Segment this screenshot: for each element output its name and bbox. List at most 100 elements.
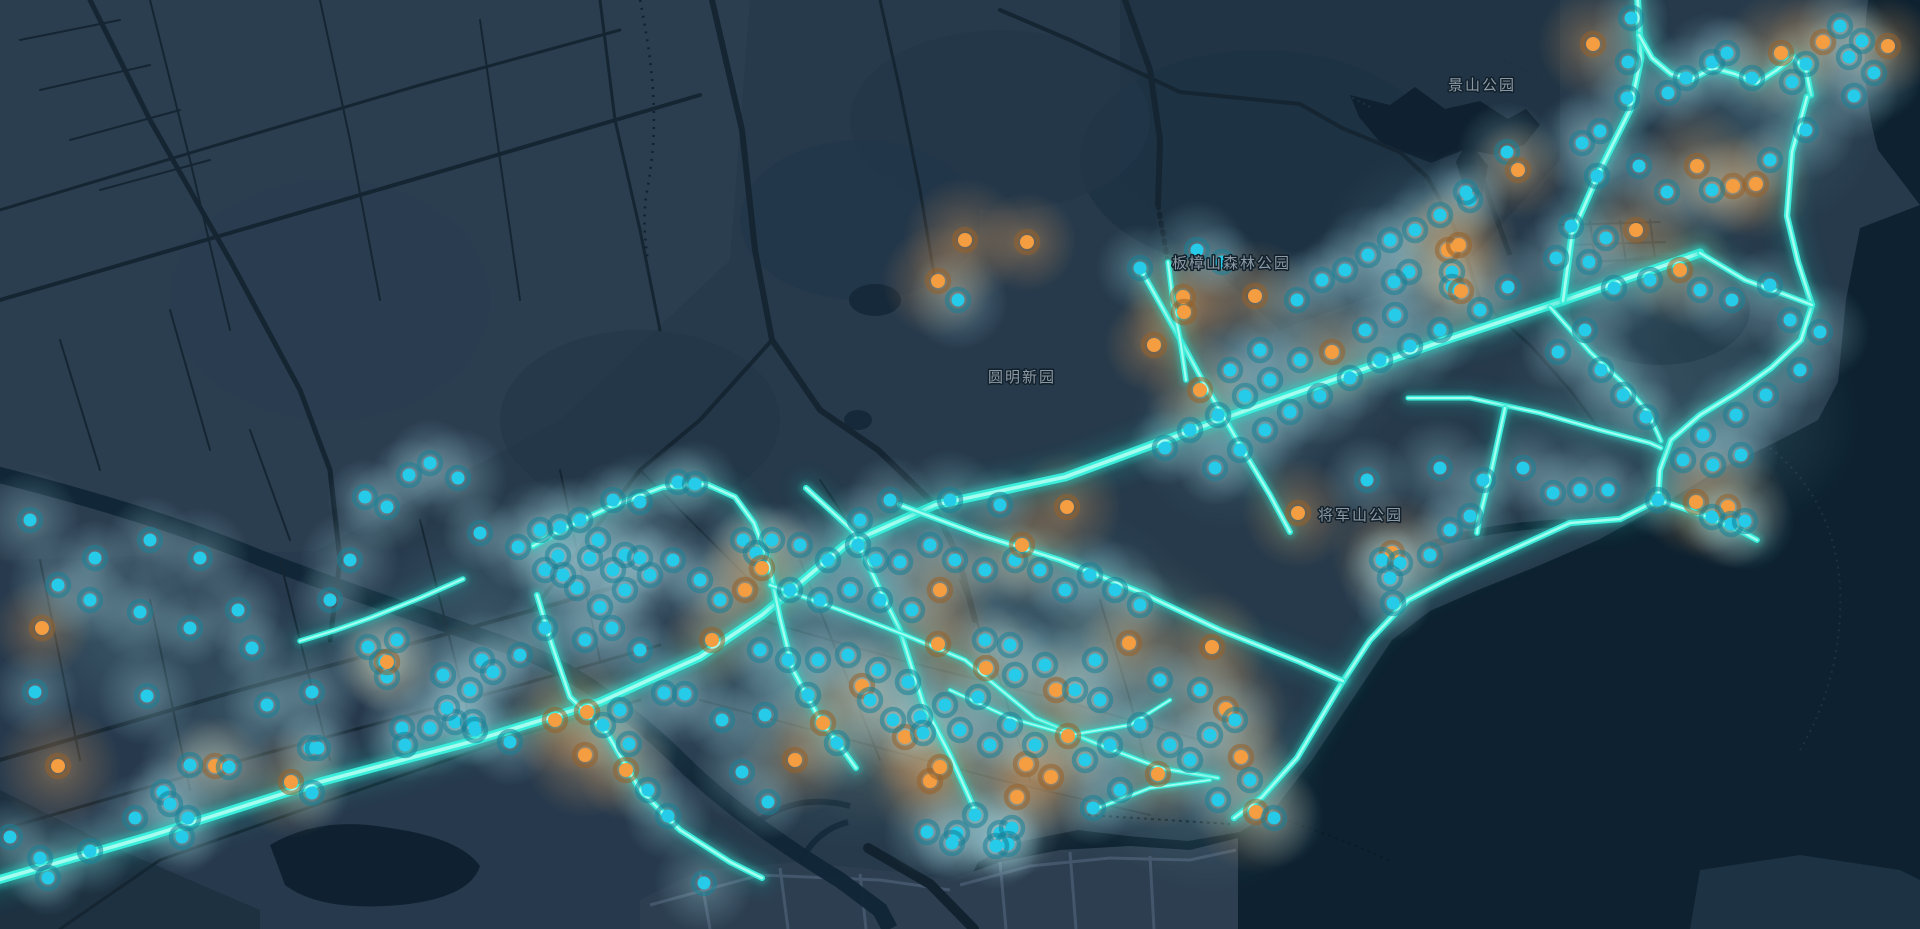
station-marker-cyan[interactable] bbox=[1086, 686, 1114, 714]
station-marker-cyan[interactable] bbox=[834, 641, 862, 669]
station-marker-cyan[interactable] bbox=[44, 571, 72, 599]
station-marker-cyan[interactable] bbox=[526, 516, 554, 544]
route-line-east-loop-coast[interactable] bbox=[1220, 83, 1826, 832]
station-marker-cyan[interactable] bbox=[186, 544, 214, 572]
station-marker-cyan[interactable] bbox=[383, 626, 411, 654]
station-marker-cyan[interactable] bbox=[1379, 589, 1407, 617]
station-marker-cyan[interactable] bbox=[136, 526, 164, 554]
station-marker-cyan[interactable] bbox=[1587, 356, 1615, 384]
station-marker-cyan[interactable] bbox=[1592, 224, 1620, 252]
station-marker-orange[interactable] bbox=[28, 614, 56, 642]
station-marker-orange[interactable] bbox=[612, 756, 640, 784]
station-marker-cyan[interactable] bbox=[34, 864, 62, 892]
station-marker-cyan[interactable] bbox=[1456, 502, 1484, 530]
station-marker-cyan[interactable] bbox=[1625, 152, 1653, 180]
station-marker-cyan[interactable] bbox=[0, 823, 24, 851]
station-marker-cyan[interactable] bbox=[1031, 651, 1059, 679]
route-line-west-spur[interactable] bbox=[288, 567, 475, 653]
station-marker-cyan[interactable] bbox=[611, 576, 639, 604]
station-marker-cyan[interactable] bbox=[1494, 273, 1522, 301]
station-marker-cyan[interactable] bbox=[758, 526, 786, 554]
station-marker-orange[interactable] bbox=[541, 706, 569, 734]
station-marker-cyan[interactable] bbox=[1351, 316, 1379, 344]
station-marker-cyan[interactable] bbox=[626, 636, 654, 664]
station-marker-cyan[interactable] bbox=[388, 714, 416, 742]
station-marker-cyan[interactable] bbox=[1416, 541, 1444, 569]
station-marker-cyan[interactable] bbox=[708, 706, 736, 734]
station-marker-orange[interactable] bbox=[573, 698, 601, 726]
station-marker-orange[interactable] bbox=[1241, 282, 1269, 310]
station-marker-orange[interactable] bbox=[1622, 216, 1650, 244]
station-marker-cyan[interactable] bbox=[76, 586, 104, 614]
station-marker-cyan[interactable] bbox=[961, 801, 989, 829]
station-marker-cyan[interactable] bbox=[690, 869, 718, 897]
station-marker-orange[interactable] bbox=[1318, 338, 1346, 366]
station-marker-cyan[interactable] bbox=[1331, 256, 1359, 284]
station-marker-cyan[interactable] bbox=[1752, 381, 1780, 409]
station-marker-cyan[interactable] bbox=[1236, 766, 1264, 794]
station-marker-cyan[interactable] bbox=[1632, 403, 1660, 431]
station-marker-cyan[interactable] bbox=[496, 728, 524, 756]
station-marker-orange[interactable] bbox=[1140, 331, 1168, 359]
station-marker-cyan[interactable] bbox=[298, 779, 326, 807]
station-marker-cyan[interactable] bbox=[1101, 576, 1129, 604]
station-marker-cyan[interactable] bbox=[1201, 454, 1229, 482]
station-marker-cyan[interactable] bbox=[336, 546, 364, 574]
station-marker-cyan[interactable] bbox=[316, 586, 344, 614]
station-marker-cyan[interactable] bbox=[563, 574, 591, 602]
station-marker-cyan[interactable] bbox=[21, 678, 49, 706]
station-marker-cyan[interactable] bbox=[571, 626, 599, 654]
station-marker-cyan[interactable] bbox=[1051, 576, 1079, 604]
station-marker-cyan[interactable] bbox=[1081, 646, 1109, 674]
station-marker-cyan[interactable] bbox=[706, 586, 734, 614]
station-marker-cyan[interactable] bbox=[1669, 446, 1697, 474]
station-marker-cyan[interactable] bbox=[996, 711, 1024, 739]
station-marker-orange[interactable] bbox=[1742, 170, 1770, 198]
station-marker-cyan[interactable] bbox=[1426, 454, 1454, 482]
station-marker-cyan[interactable] bbox=[654, 802, 682, 830]
station-marker-cyan[interactable] bbox=[776, 576, 804, 604]
station-marker-orange[interactable] bbox=[1198, 633, 1226, 661]
station-marker-cyan[interactable] bbox=[1176, 746, 1204, 774]
station-marker-cyan[interactable] bbox=[531, 556, 559, 584]
station-marker-cyan[interactable] bbox=[1756, 146, 1784, 174]
station-marker-cyan[interactable] bbox=[1354, 241, 1382, 269]
station-marker-cyan[interactable] bbox=[1672, 64, 1700, 92]
station-marker-cyan[interactable] bbox=[659, 546, 687, 574]
station-marker-orange[interactable] bbox=[924, 267, 952, 295]
station-marker-cyan[interactable] bbox=[1353, 466, 1381, 494]
station-marker-cyan[interactable] bbox=[894, 668, 922, 696]
station-marker-cyan[interactable] bbox=[1756, 271, 1784, 299]
station-marker-cyan[interactable] bbox=[1376, 564, 1404, 592]
station-marker-cyan[interactable] bbox=[506, 641, 534, 669]
station-marker-cyan[interactable] bbox=[586, 593, 614, 621]
station-marker-cyan[interactable] bbox=[913, 818, 941, 846]
station-marker-cyan[interactable] bbox=[751, 701, 779, 729]
station-marker-orange[interactable] bbox=[1042, 676, 1070, 704]
station-marker-cyan[interactable] bbox=[1061, 676, 1089, 704]
station-marker-orange[interactable] bbox=[1054, 722, 1082, 750]
station-marker-cyan[interactable] bbox=[168, 823, 196, 851]
station-marker-cyan[interactable] bbox=[1208, 248, 1236, 276]
station-marker-cyan[interactable] bbox=[754, 788, 782, 816]
station-marker-cyan[interactable] bbox=[461, 716, 489, 744]
station-marker-cyan[interactable] bbox=[1722, 401, 1750, 429]
station-marker-orange[interactable] bbox=[951, 226, 979, 254]
station-marker-orange[interactable] bbox=[891, 723, 919, 751]
station-marker-cyan[interactable] bbox=[1613, 84, 1641, 112]
station-marker-cyan[interactable] bbox=[1246, 336, 1274, 364]
station-marker-cyan[interactable] bbox=[176, 614, 204, 642]
station-marker-cyan[interactable] bbox=[351, 483, 379, 511]
station-marker-cyan[interactable] bbox=[433, 694, 461, 722]
station-marker-cyan[interactable] bbox=[1689, 421, 1717, 449]
station-marker-cyan[interactable] bbox=[1571, 316, 1599, 344]
station-marker-cyan[interactable] bbox=[1079, 794, 1107, 822]
station-marker-cyan[interactable] bbox=[1306, 382, 1334, 410]
station-marker-cyan[interactable] bbox=[238, 634, 266, 662]
station-marker-cyan[interactable] bbox=[916, 531, 944, 559]
station-marker-cyan[interactable] bbox=[1792, 116, 1820, 144]
station-marker-orange[interactable] bbox=[809, 709, 837, 737]
station-marker-cyan[interactable] bbox=[253, 691, 281, 719]
station-marker-cyan[interactable] bbox=[599, 486, 627, 514]
station-marker-cyan[interactable] bbox=[479, 658, 507, 686]
